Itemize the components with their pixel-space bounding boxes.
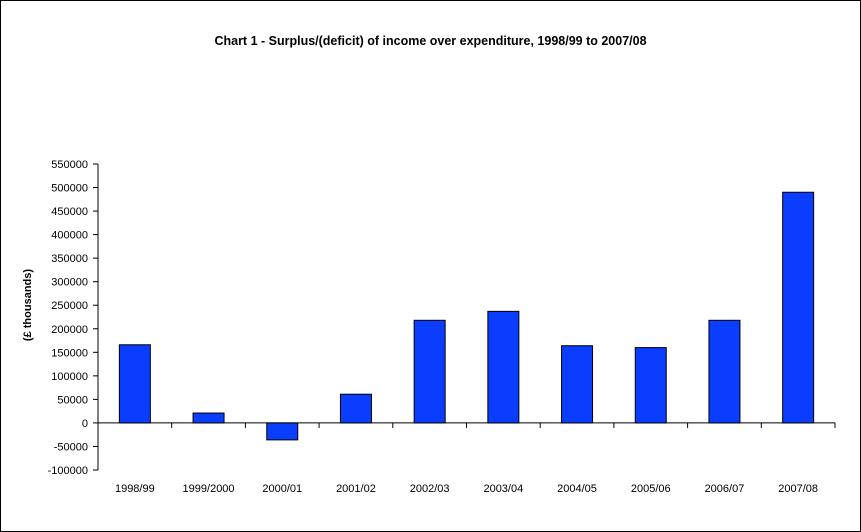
y-tick-label: 350000 (51, 253, 88, 265)
y-tick-label: 0 (82, 418, 88, 430)
bar (118, 344, 151, 424)
y-tick-label: -50000 (54, 441, 88, 453)
bar (339, 393, 372, 424)
y-tick-label: 550000 (51, 159, 88, 171)
bar (561, 345, 594, 424)
bar (413, 319, 446, 424)
x-tick-label: 2003/04 (483, 483, 523, 495)
bar (782, 191, 815, 424)
bar (266, 422, 299, 441)
x-tick-label: 1998/99 (115, 483, 155, 495)
y-tick-label: 250000 (51, 300, 88, 312)
y-tick-label: 500000 (51, 183, 88, 195)
x-tick-label: 2002/03 (410, 483, 450, 495)
x-tick-label: 2006/07 (705, 483, 745, 495)
y-tick-label: 100000 (51, 371, 88, 383)
bar (634, 347, 667, 424)
y-tick-label: 400000 (51, 230, 88, 242)
y-tick-label: 50000 (57, 394, 88, 406)
bar (487, 310, 520, 424)
y-tick-label: 200000 (51, 324, 88, 336)
x-tick-label: 2000/01 (262, 483, 302, 495)
x-tick-label: 2004/05 (557, 483, 597, 495)
bar (708, 319, 741, 424)
y-tick-label: 300000 (51, 277, 88, 289)
x-tick-label: 2005/06 (631, 483, 671, 495)
x-tick-label: 2001/02 (336, 483, 376, 495)
chart-title: Chart 1 - Surplus/(deficit) of income ov… (214, 34, 647, 48)
bar (192, 412, 225, 424)
y-tick-label: -100000 (48, 465, 88, 477)
y-tick-label: 450000 (51, 206, 88, 218)
x-tick-label: 1999/2000 (183, 483, 235, 495)
y-tick-label: 150000 (51, 347, 88, 359)
x-tick-label: 2007/08 (778, 483, 818, 495)
